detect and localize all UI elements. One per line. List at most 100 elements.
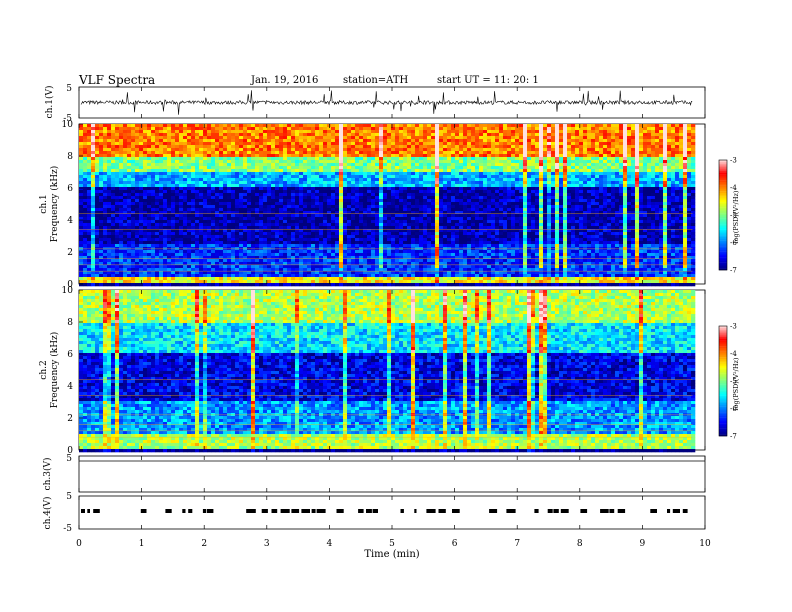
spectrogram-cell <box>187 142 192 146</box>
spectrogram-cell <box>199 226 204 230</box>
spectrogram-cell <box>415 184 420 188</box>
spectrogram-cell <box>335 127 340 131</box>
spectrogram-cell <box>119 268 124 272</box>
spectrogram-cell <box>219 223 224 227</box>
spectrogram-cell <box>203 232 208 236</box>
spectrogram-cell <box>363 148 368 152</box>
spectrogram-cell <box>215 250 220 254</box>
spectrogram-cell <box>95 184 100 188</box>
spectrogram-cell <box>111 274 116 278</box>
spectrogram-cell <box>363 157 368 161</box>
spectrogram-cell <box>299 211 304 215</box>
spectrogram-cell <box>135 178 140 182</box>
spectrogram-cell <box>315 145 320 149</box>
spectrogram-cell <box>231 154 236 158</box>
spectrogram-cell <box>99 136 104 140</box>
spectrogram-cell <box>431 124 436 128</box>
spectrogram-cell <box>387 124 392 128</box>
spectrogram-cell <box>195 166 200 170</box>
spectrogram-cell <box>291 196 296 200</box>
spectrogram-cell <box>311 145 316 149</box>
spectrogram-cell <box>443 244 448 248</box>
spectrogram-cell <box>279 262 284 266</box>
spectrogram-cell <box>407 190 412 194</box>
spectrogram-cell <box>219 151 224 155</box>
spectrogram-cell <box>95 154 100 158</box>
spectrogram-cell <box>143 223 148 227</box>
spectrogram-cell <box>195 277 200 281</box>
spectrogram-cell <box>323 232 328 236</box>
spectrogram-cell <box>99 217 104 221</box>
spectrogram-cell <box>191 259 196 263</box>
spectrogram-cell <box>119 181 124 185</box>
spectrogram-cell <box>331 193 336 197</box>
spectrogram-cell <box>255 148 260 152</box>
spectrogram-cell <box>355 166 360 170</box>
spectrogram-cell <box>263 235 268 239</box>
spectrogram-cell <box>375 136 380 140</box>
spectrogram-cell <box>195 217 200 221</box>
spectrogram-cell <box>247 160 252 164</box>
spectrogram-cell <box>391 268 396 272</box>
spectrogram-cell <box>115 172 120 176</box>
spectrogram-cell <box>331 208 336 212</box>
spectrogram-cell <box>247 259 252 263</box>
spectrogram-cell <box>111 178 116 182</box>
spectrogram-cell <box>151 259 156 263</box>
spectrogram-cell <box>119 157 124 161</box>
spectrogram-cell <box>415 196 420 200</box>
spectrogram-cell <box>203 259 208 263</box>
spectrogram-cell <box>175 214 180 218</box>
spectrogram-cell <box>419 274 424 278</box>
spectrogram-cell <box>387 181 392 185</box>
spectrogram-cell <box>343 223 348 227</box>
spectrogram-cell <box>103 142 108 146</box>
spectrogram-cell <box>227 187 232 191</box>
spectrogram-cell <box>343 211 348 215</box>
spectrogram-cell <box>383 139 388 143</box>
spectrogram-cell <box>207 232 212 236</box>
spectrogram-cell <box>79 202 84 206</box>
spectrogram-cell <box>223 154 228 158</box>
spectrogram-cell <box>211 214 216 218</box>
spectrogram-cell <box>339 124 344 128</box>
spectrogram-cell <box>403 265 408 269</box>
spectrogram-cell <box>387 274 392 278</box>
spectrogram-cell <box>363 154 368 158</box>
spectrogram-cell <box>347 190 352 194</box>
spectrogram-cell <box>399 157 404 161</box>
spectrogram-cell <box>107 214 112 218</box>
spectrogram-cell <box>251 268 256 272</box>
spectrogram-cell <box>383 265 388 269</box>
spectrogram-cell <box>255 226 260 230</box>
spectrogram-cell <box>323 211 328 215</box>
spectrogram-cell <box>319 259 324 263</box>
spectrogram-cell <box>363 280 368 284</box>
spectrogram-cell <box>143 166 148 170</box>
spectrogram-cell <box>323 142 328 146</box>
spectrogram-cell <box>243 148 248 152</box>
spectrogram-cell <box>251 142 256 146</box>
spectrogram-cell <box>171 280 176 284</box>
spectrogram-cell <box>175 178 180 182</box>
spectrogram-cell <box>191 145 196 149</box>
spectrogram-cell <box>131 271 136 275</box>
spectrogram-cell <box>279 139 284 143</box>
spectrogram-cell <box>275 232 280 236</box>
spectrogram-cell <box>123 169 128 173</box>
spectrogram-cell <box>131 157 136 161</box>
spectrogram-cell <box>343 190 348 194</box>
spectrogram-cell <box>275 220 280 224</box>
station-label: station=ATH <box>343 75 409 86</box>
spectrogram-cell <box>395 268 400 272</box>
spectrogram-cell <box>255 214 260 218</box>
spectrogram-cell <box>139 268 144 272</box>
spectrogram-cell <box>199 148 204 152</box>
spectrogram-cell <box>391 193 396 197</box>
spectrogram-cell <box>167 124 172 128</box>
spectrogram-cell <box>207 280 212 284</box>
spectrogram-cell <box>399 262 404 266</box>
spectrogram-cell <box>363 127 368 131</box>
spectrogram-cell <box>339 238 344 242</box>
spectrogram-cell <box>111 169 116 173</box>
